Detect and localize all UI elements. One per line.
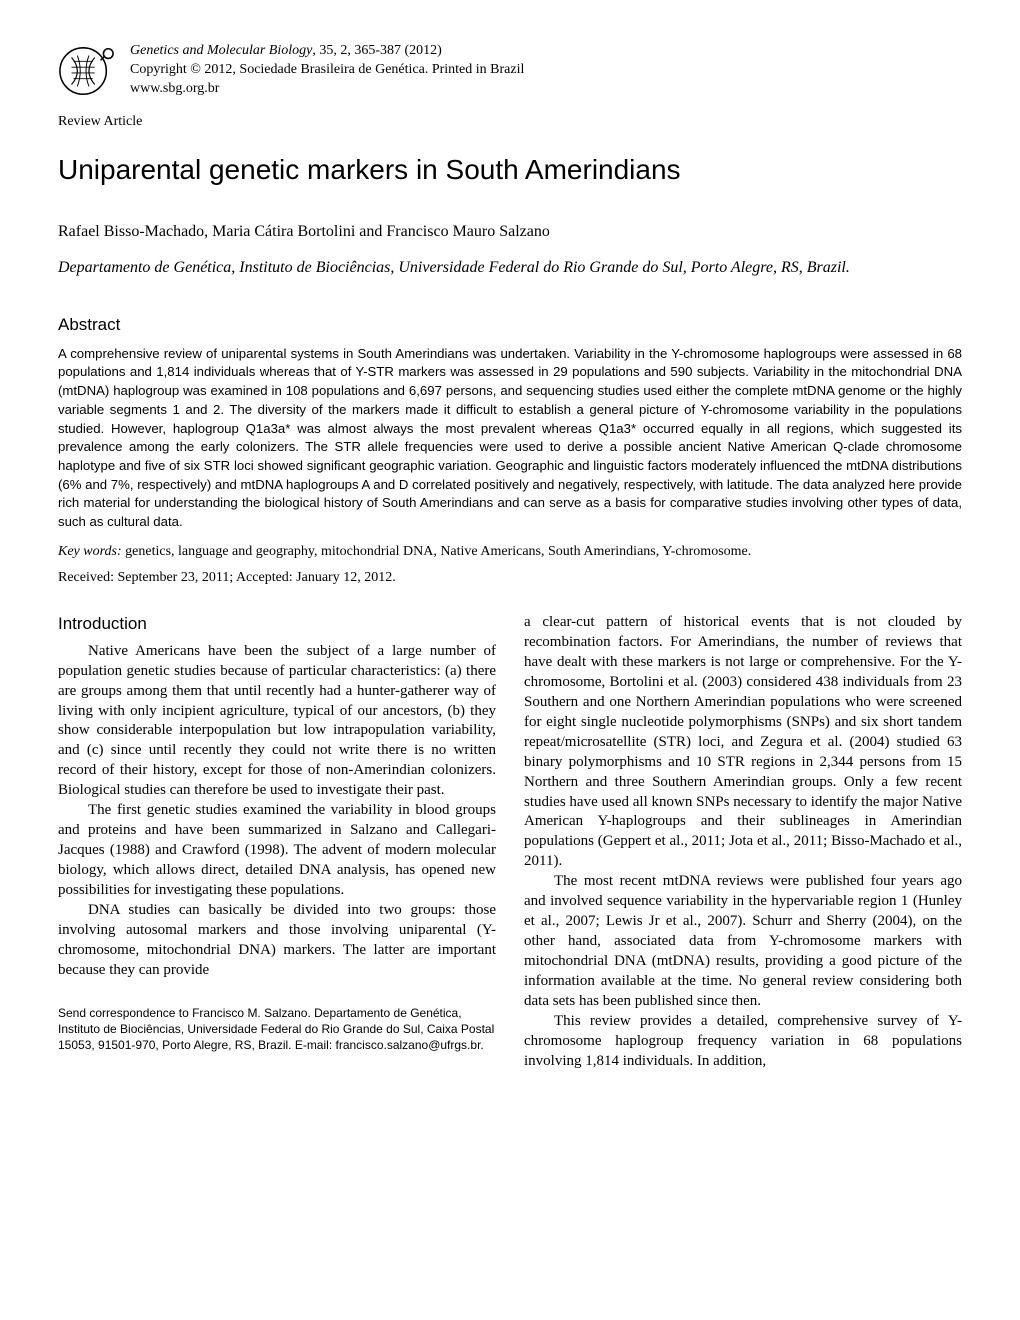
- journal-logo: [58, 42, 116, 100]
- journal-meta: Genetics and Molecular Biology, 35, 2, 3…: [130, 42, 524, 99]
- body-paragraph: This review provides a detailed, compreh…: [524, 1012, 962, 1072]
- body-paragraph: The most recent mtDNA reviews were publi…: [524, 872, 962, 1012]
- article-type: Review Article: [58, 112, 962, 132]
- body-paragraph: Native Americans have been the subject o…: [58, 642, 496, 802]
- journal-copyright: Copyright © 2012, Sociedade Brasileira d…: [130, 61, 524, 80]
- journal-title: Genetics and Molecular Biology: [130, 43, 312, 58]
- authors: Rafael Bisso-Machado, Maria Cátira Borto…: [58, 221, 962, 243]
- affiliation: Departamento de Genética, Instituto de B…: [58, 257, 962, 279]
- abstract-text: A comprehensive review of uniparental sy…: [58, 345, 962, 532]
- body-paragraph: DNA studies can basically be divided int…: [58, 901, 496, 981]
- keywords-label: Key words:: [58, 544, 122, 559]
- body-columns: Introduction Native Americans have been …: [58, 613, 962, 1072]
- journal-url: www.sbg.org.br: [130, 80, 524, 99]
- abstract-heading: Abstract: [58, 313, 962, 337]
- journal-citation: , 35, 2, 365-387 (2012): [312, 43, 442, 58]
- journal-header: Genetics and Molecular Biology, 35, 2, 3…: [58, 42, 962, 100]
- dates-line: Received: September 23, 2011; Accepted: …: [58, 568, 962, 588]
- keywords-line: Key words: genetics, language and geogra…: [58, 542, 962, 562]
- journal-citation-line: Genetics and Molecular Biology, 35, 2, 3…: [130, 42, 524, 61]
- introduction-heading: Introduction: [58, 613, 496, 636]
- article-title: Uniparental genetic markers in South Ame…: [58, 150, 962, 189]
- body-paragraph: a clear-cut pattern of historical events…: [524, 613, 962, 872]
- keywords-text: genetics, language and geography, mitoch…: [122, 544, 752, 559]
- body-paragraph: The first genetic studies examined the v…: [58, 801, 496, 901]
- correspondence-block: Send correspondence to Francisco M. Salz…: [58, 1005, 496, 1054]
